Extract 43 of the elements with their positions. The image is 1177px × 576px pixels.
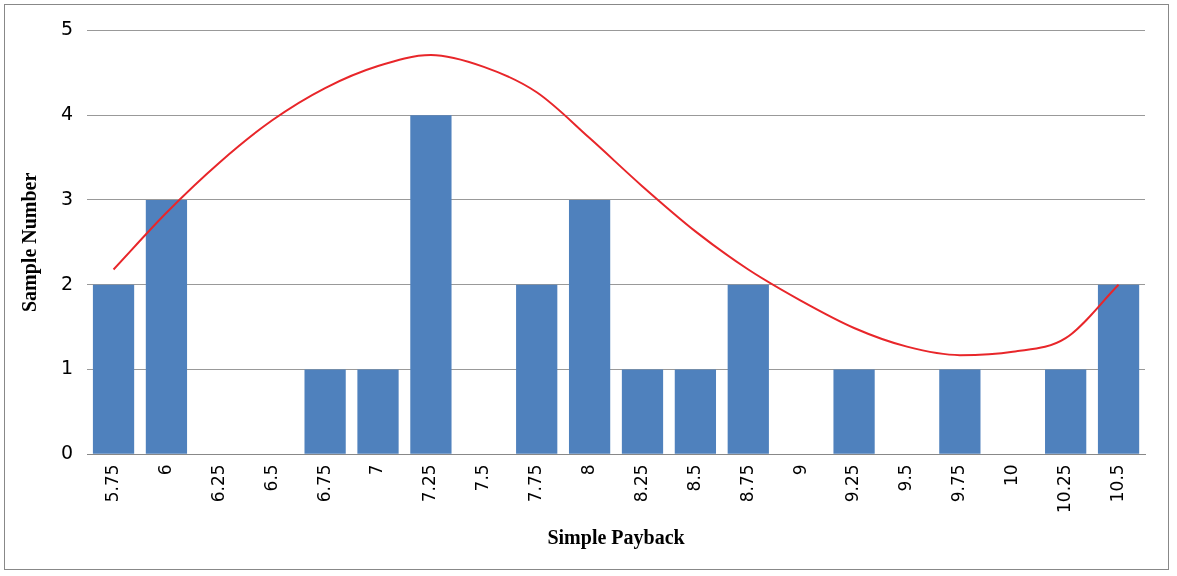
x-tick-label: 8 bbox=[578, 464, 599, 476]
bar bbox=[145, 199, 188, 454]
bar bbox=[357, 369, 399, 454]
bar bbox=[304, 369, 346, 454]
x-tick-label: 8.5 bbox=[683, 464, 704, 492]
x-tick-label: 8.75 bbox=[736, 464, 757, 503]
bar bbox=[516, 284, 558, 454]
y-tick-label: 5 bbox=[60, 17, 74, 40]
x-tick-label: 10.25 bbox=[1054, 464, 1075, 513]
x-tick-label: 6 bbox=[154, 464, 175, 476]
bar bbox=[410, 115, 452, 454]
bar bbox=[1045, 369, 1087, 454]
bar bbox=[674, 369, 717, 454]
y-tick-label: 3 bbox=[60, 186, 74, 209]
x-tick-label: 9.25 bbox=[842, 464, 863, 503]
x-tick-label: 9 bbox=[789, 464, 810, 476]
x-tick-label: 7.25 bbox=[419, 464, 440, 503]
x-tick-label: 5.75 bbox=[101, 464, 122, 503]
bar bbox=[568, 199, 611, 454]
x-tick-label: 7.75 bbox=[525, 464, 546, 503]
bar bbox=[727, 284, 769, 454]
y-axis-title: Sample Number bbox=[18, 172, 42, 313]
x-tick-label: 9.5 bbox=[895, 464, 916, 492]
y-tick-label: 0 bbox=[60, 441, 74, 464]
x-tick-label: 7.5 bbox=[472, 464, 493, 492]
x-tick-label: 10 bbox=[1001, 464, 1022, 486]
line-series bbox=[112, 53, 1120, 357]
x-tick-label: 9.75 bbox=[948, 464, 969, 503]
bar bbox=[621, 369, 664, 454]
x-tick-label: 7 bbox=[366, 464, 387, 476]
bar bbox=[92, 284, 135, 454]
y-tick-label: 4 bbox=[60, 102, 74, 125]
x-axis-title: Simple Payback bbox=[547, 526, 686, 550]
x-tick-label: 10.5 bbox=[1106, 464, 1127, 503]
bar bbox=[1097, 284, 1140, 454]
x-tick-label: 8.25 bbox=[630, 464, 651, 503]
y-tick-label: 1 bbox=[60, 356, 74, 379]
x-tick-label: 6.75 bbox=[313, 464, 334, 503]
bar bbox=[939, 369, 981, 454]
x-tick-label: 6.5 bbox=[260, 464, 281, 492]
x-tick-label: 6.25 bbox=[207, 464, 228, 503]
y-tick-label: 2 bbox=[60, 271, 74, 294]
bar bbox=[833, 369, 875, 454]
